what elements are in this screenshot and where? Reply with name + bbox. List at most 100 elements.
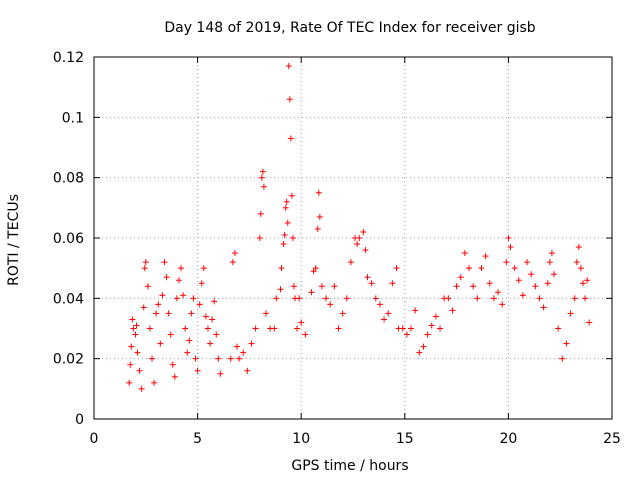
data-point — [171, 373, 178, 380]
data-point — [445, 295, 452, 302]
data-point — [376, 301, 383, 308]
data-point — [256, 235, 263, 241]
data-point — [188, 310, 195, 317]
data-point — [198, 280, 205, 287]
data-point — [142, 259, 149, 266]
data-point — [151, 379, 158, 386]
data-point — [308, 289, 315, 296]
data-point — [412, 307, 419, 314]
x-tick-label: 10 — [292, 431, 310, 447]
data-point — [178, 265, 185, 272]
data-point — [277, 286, 284, 293]
data-point — [424, 331, 431, 338]
data-point — [573, 259, 580, 266]
data-point — [204, 325, 211, 332]
data-point — [161, 259, 168, 266]
data-point — [165, 310, 172, 317]
data-point — [528, 271, 535, 278]
data-point — [511, 265, 518, 272]
data-point — [466, 265, 473, 272]
data-point — [138, 385, 145, 392]
data-point — [347, 259, 354, 266]
data-point — [474, 295, 481, 302]
data-point — [127, 361, 134, 368]
data-point — [202, 313, 209, 320]
data-point — [385, 310, 392, 317]
data-point — [515, 277, 522, 284]
data-point — [327, 301, 334, 308]
data-point — [490, 295, 497, 302]
data-point — [470, 283, 477, 290]
data-point — [258, 174, 265, 181]
data-point — [312, 265, 319, 272]
data-point — [461, 250, 468, 257]
data-point — [163, 274, 170, 281]
data-point — [128, 343, 135, 350]
data-point — [507, 244, 514, 251]
data-point — [129, 316, 136, 323]
data-point — [260, 183, 267, 190]
data-point — [134, 349, 141, 356]
data-point — [559, 355, 566, 362]
data-point — [323, 295, 330, 302]
data-point — [155, 301, 162, 308]
data-point — [207, 340, 214, 347]
data-point — [280, 241, 287, 248]
data-point — [532, 283, 539, 290]
data-point — [153, 310, 160, 317]
data-point — [586, 319, 593, 326]
data-point — [437, 325, 444, 332]
data-point — [495, 289, 502, 296]
data-point — [257, 210, 264, 217]
data-point — [159, 292, 166, 299]
data-point — [550, 271, 557, 278]
data-point — [356, 235, 363, 241]
data-point — [273, 295, 280, 302]
data-point — [296, 295, 303, 302]
data-point — [546, 259, 553, 266]
y-tick-label: 0 — [75, 412, 84, 428]
data-point — [584, 277, 591, 284]
data-point — [231, 250, 238, 257]
y-tick-label: 0.06 — [53, 231, 84, 247]
data-point — [372, 295, 379, 302]
data-point — [499, 301, 506, 308]
y-axis-ticks: 0 0.02 0.04 0.06 0.08 0.1 0.12 — [53, 50, 612, 428]
data-point — [130, 325, 137, 332]
data-point — [575, 244, 582, 251]
x-tick-label: 15 — [396, 431, 414, 447]
data-point — [524, 259, 531, 266]
data-point — [519, 292, 526, 299]
data-point — [335, 325, 342, 332]
data-point — [184, 349, 191, 356]
data-point — [420, 343, 427, 350]
data-point — [259, 168, 266, 175]
data-point — [194, 367, 201, 374]
data-point — [288, 192, 295, 199]
data-point — [167, 331, 174, 338]
y-tick-label: 0.02 — [53, 352, 84, 368]
data-point — [236, 355, 243, 362]
data-point — [196, 301, 203, 308]
data-point — [536, 295, 543, 302]
data-point — [316, 213, 323, 220]
data-point — [182, 325, 189, 332]
data-point — [343, 295, 350, 302]
data-point — [360, 228, 367, 235]
data-point — [403, 331, 410, 338]
data-point — [282, 204, 289, 211]
data-point — [227, 355, 234, 362]
data-point — [240, 349, 247, 356]
x-axis-title: GPS time / hours — [291, 458, 408, 474]
data-point — [133, 322, 140, 329]
data-point — [577, 265, 584, 272]
data-point — [132, 331, 139, 338]
data-point — [229, 259, 236, 266]
x-tick-label: 20 — [499, 431, 517, 447]
data-point — [233, 343, 240, 350]
data-point — [200, 265, 207, 272]
data-point — [149, 355, 156, 362]
data-point — [548, 250, 555, 257]
y-tick-label: 0.08 — [53, 171, 84, 187]
data-point — [428, 322, 435, 329]
